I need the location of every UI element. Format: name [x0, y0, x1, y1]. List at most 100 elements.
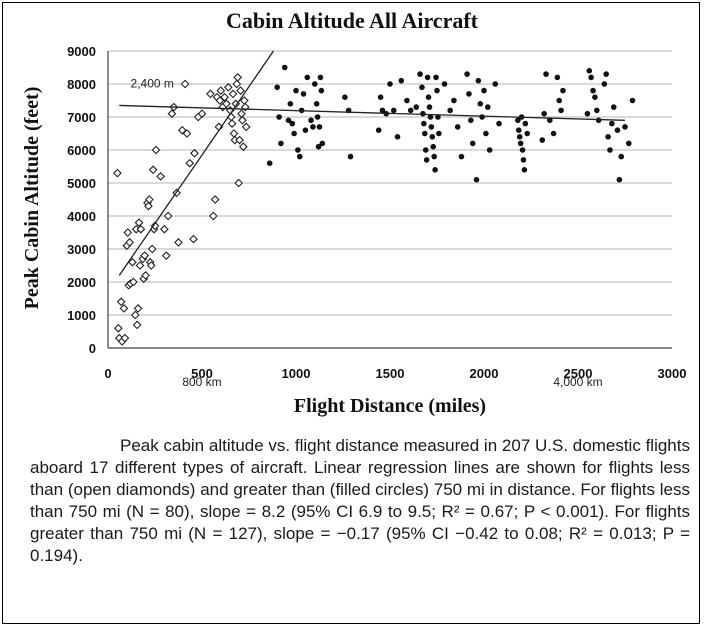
open-diamond-point	[151, 145, 161, 155]
filled-circle-point	[419, 84, 425, 91]
figure-caption: Peak cabin altitude vs. flight distance …	[30, 436, 690, 565]
regression-line	[119, 104, 626, 121]
open-diamond-point	[206, 89, 215, 99]
filled-circle-point	[477, 101, 484, 107]
filled-circle-point	[274, 84, 281, 91]
filled-circle-point	[302, 127, 309, 133]
filled-circle-point	[486, 147, 493, 153]
filled-circle-point	[517, 140, 524, 147]
filled-circle-point	[312, 81, 318, 87]
filled-circle-point	[266, 160, 273, 166]
filled-circle-point	[543, 71, 549, 77]
filled-circle-point	[421, 130, 428, 137]
filled-circle-point	[492, 81, 499, 87]
open-diamond-point	[215, 96, 225, 105]
filled-circle-point	[468, 117, 474, 124]
filled-circle-point	[428, 124, 435, 130]
open-diamond-point	[135, 261, 145, 270]
filled-circle-point	[441, 81, 448, 87]
y-tick-label: 4000	[67, 209, 96, 224]
filled-circle-point	[629, 97, 636, 104]
open-diamond-point	[146, 261, 156, 270]
open-diamond-point	[160, 224, 169, 234]
filled-circle-point	[314, 114, 321, 120]
filled-circle-point	[316, 124, 323, 130]
open-diamond-point	[238, 142, 248, 152]
open-diamond-point	[189, 234, 198, 244]
open-diamond-point	[161, 251, 171, 260]
open-diamond-point	[134, 218, 144, 227]
open-diamond-point	[220, 92, 229, 102]
filled-circle-point	[285, 117, 292, 124]
filled-circle-point	[310, 124, 316, 130]
open-diamond-point	[228, 89, 238, 99]
filled-circle-point	[483, 130, 489, 137]
filled-circle-point	[436, 130, 442, 137]
open-diamond-point	[232, 79, 242, 89]
x-tick-label: 3000	[658, 366, 687, 381]
open-diamond-point	[185, 158, 195, 168]
open-diamond-point	[120, 333, 130, 343]
filled-circle-point	[295, 147, 301, 153]
y-tick-label: 8000	[67, 77, 96, 92]
filled-circle-point	[422, 147, 429, 153]
filled-circle-point	[584, 110, 591, 117]
open-diamond-point	[174, 238, 183, 247]
filled-circle-point	[522, 120, 529, 127]
filled-circle-point	[347, 153, 354, 160]
y-tick-label: 0	[89, 341, 96, 356]
filled-circle-point	[432, 167, 438, 173]
filled-circle-point	[319, 140, 326, 147]
filled-circle-point	[558, 107, 564, 114]
open-diamond-point	[210, 195, 220, 204]
open-diamond-point	[223, 82, 233, 92]
filled-circle-point	[425, 94, 432, 100]
filled-circle-point	[377, 94, 384, 100]
x-tick-label: 2500	[564, 366, 593, 381]
y-tick-label: 6000	[67, 143, 96, 158]
open-diamond-point	[182, 129, 192, 138]
filled-circle-point	[484, 104, 491, 110]
filled-circle-point	[521, 167, 528, 173]
open-diamond-point	[140, 251, 150, 260]
filled-circle-point	[515, 117, 521, 124]
filled-circle-point	[447, 107, 453, 114]
filled-circle-point	[315, 143, 322, 150]
open-diamond-point	[177, 125, 187, 135]
filled-circle-point	[426, 104, 433, 110]
open-diamond-point	[141, 271, 150, 280]
filled-circle-point	[289, 120, 296, 127]
filled-circle-point	[417, 71, 423, 77]
filled-circle-point	[588, 74, 594, 81]
open-diamond-point	[197, 109, 207, 119]
open-diamond-point	[144, 195, 154, 204]
open-diamond-point	[208, 211, 218, 221]
filled-circle-point	[404, 97, 410, 104]
filled-circle-point	[317, 74, 324, 81]
filled-circle-point	[481, 87, 487, 94]
filled-circle-point	[556, 97, 562, 104]
filled-circle-point	[423, 157, 430, 163]
filled-circle-point	[605, 134, 611, 140]
open-diamond-point	[222, 99, 231, 109]
annotation-label: 2,400 m	[131, 76, 174, 90]
open-diamond-point	[125, 238, 134, 247]
open-diamond-point	[227, 119, 237, 128]
filled-circle-point	[515, 127, 522, 133]
filled-circle-point	[398, 77, 405, 84]
filled-circle-point	[601, 81, 608, 87]
open-diamond-point	[129, 277, 138, 287]
filled-circle-point	[451, 97, 457, 104]
y-tick-label: 5000	[67, 176, 96, 191]
filled-circle-point	[430, 143, 437, 150]
filled-circle-point	[435, 114, 441, 120]
filled-circle-point	[427, 114, 434, 120]
x-tick-label: 500	[191, 366, 213, 381]
open-diamond-point	[116, 297, 126, 307]
y-tick-label: 7000	[67, 110, 96, 125]
filled-circle-point	[293, 87, 299, 94]
filled-circle-point	[276, 114, 282, 120]
filled-circle-point	[541, 110, 547, 117]
filled-circle-point	[424, 74, 431, 81]
